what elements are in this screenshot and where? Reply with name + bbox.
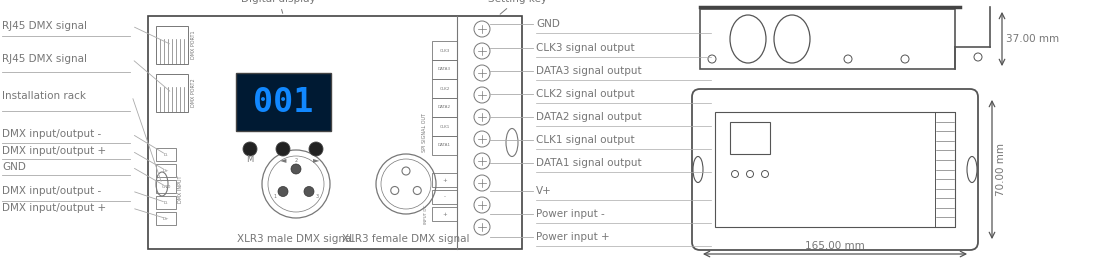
Circle shape (276, 142, 290, 156)
Text: GND: GND (2, 162, 26, 172)
Text: CLK1: CLK1 (440, 125, 450, 129)
Text: CLK2 signal output: CLK2 signal output (536, 89, 635, 99)
Text: D-: D- (164, 200, 168, 205)
Text: Power input -: Power input - (536, 209, 605, 219)
Text: +: + (442, 211, 446, 216)
Text: D-: D- (164, 153, 168, 157)
Text: 37.00 mm: 37.00 mm (1006, 34, 1059, 44)
Bar (935, 112, 955, 227)
Text: CLK3: CLK3 (440, 49, 450, 53)
Bar (432, 79, 457, 98)
Text: DATA1: DATA1 (438, 144, 451, 148)
Text: DATA3: DATA3 (438, 68, 451, 72)
Text: DATA2: DATA2 (438, 106, 451, 110)
Bar (432, 190, 457, 204)
Text: GND: GND (536, 19, 560, 29)
Text: CLK1 signal output: CLK1 signal output (536, 135, 635, 145)
Bar (156, 148, 176, 161)
Bar (156, 212, 176, 225)
Text: ◄: ◄ (280, 155, 287, 164)
Text: D+: D+ (163, 168, 170, 172)
Bar (236, 73, 331, 131)
Text: DMX INPUT: DMX INPUT (178, 175, 184, 203)
Bar (156, 164, 176, 177)
Text: DMX PORT2: DMX PORT2 (191, 79, 196, 107)
Bar (432, 41, 457, 60)
Circle shape (304, 186, 314, 196)
Text: Power input +: Power input + (536, 232, 609, 242)
Text: RJ45 DMX signal: RJ45 DMX signal (2, 21, 88, 31)
Text: +: + (442, 177, 446, 182)
Text: 70.00 mm: 70.00 mm (996, 143, 1006, 196)
Text: Digital display: Digital display (241, 0, 316, 13)
Bar (700, 9, 955, 69)
Bar (432, 98, 457, 117)
Circle shape (309, 142, 323, 156)
Text: GND: GND (161, 185, 171, 188)
Text: ►: ► (313, 155, 319, 164)
Text: SPI SIGNAL OUT: SPI SIGNAL OUT (421, 113, 427, 152)
Text: Installation rack: Installation rack (2, 91, 86, 101)
Text: Setting key: Setting key (489, 0, 547, 14)
Bar (432, 207, 457, 221)
Circle shape (291, 164, 301, 174)
Text: DMX input/output -: DMX input/output - (2, 186, 102, 196)
Bar (156, 180, 176, 193)
Bar (432, 117, 457, 136)
Text: XLR3 male DMX signal: XLR3 male DMX signal (237, 234, 354, 244)
Text: DMX input/output -: DMX input/output - (2, 129, 102, 139)
Text: RJ45 DMX signal: RJ45 DMX signal (2, 54, 88, 64)
Text: DATA1 signal output: DATA1 signal output (536, 158, 641, 168)
Bar (156, 196, 176, 209)
Text: DATA3 signal output: DATA3 signal output (536, 66, 641, 76)
Bar (432, 60, 457, 79)
Text: XLR3 female DMX signal: XLR3 female DMX signal (342, 234, 469, 244)
Text: 165.00 mm: 165.00 mm (805, 241, 865, 251)
Circle shape (278, 186, 288, 196)
Text: DMX input/output +: DMX input/output + (2, 146, 106, 156)
Text: DMX PORT1: DMX PORT1 (191, 31, 196, 59)
Bar (148, 16, 522, 249)
Text: -: - (443, 195, 445, 200)
Text: INPUT DC: INPUT DC (424, 204, 428, 224)
Text: DMX input/output +: DMX input/output + (2, 203, 106, 213)
Bar (432, 173, 457, 187)
Text: DATA2 signal output: DATA2 signal output (536, 112, 641, 122)
Bar (715, 112, 955, 227)
Bar (432, 136, 457, 155)
Text: 3: 3 (315, 194, 318, 199)
Bar (156, 74, 188, 112)
Text: D+: D+ (163, 216, 170, 220)
Text: V+: V+ (536, 186, 551, 196)
Text: 2: 2 (294, 158, 298, 163)
Bar (730, 122, 770, 154)
Text: CLK2: CLK2 (440, 87, 450, 91)
Bar (156, 26, 188, 64)
Text: CLK3 signal output: CLK3 signal output (536, 43, 635, 53)
Text: M: M (246, 155, 254, 164)
Text: 001: 001 (254, 86, 314, 119)
Text: 1: 1 (274, 194, 277, 199)
Circle shape (243, 142, 257, 156)
